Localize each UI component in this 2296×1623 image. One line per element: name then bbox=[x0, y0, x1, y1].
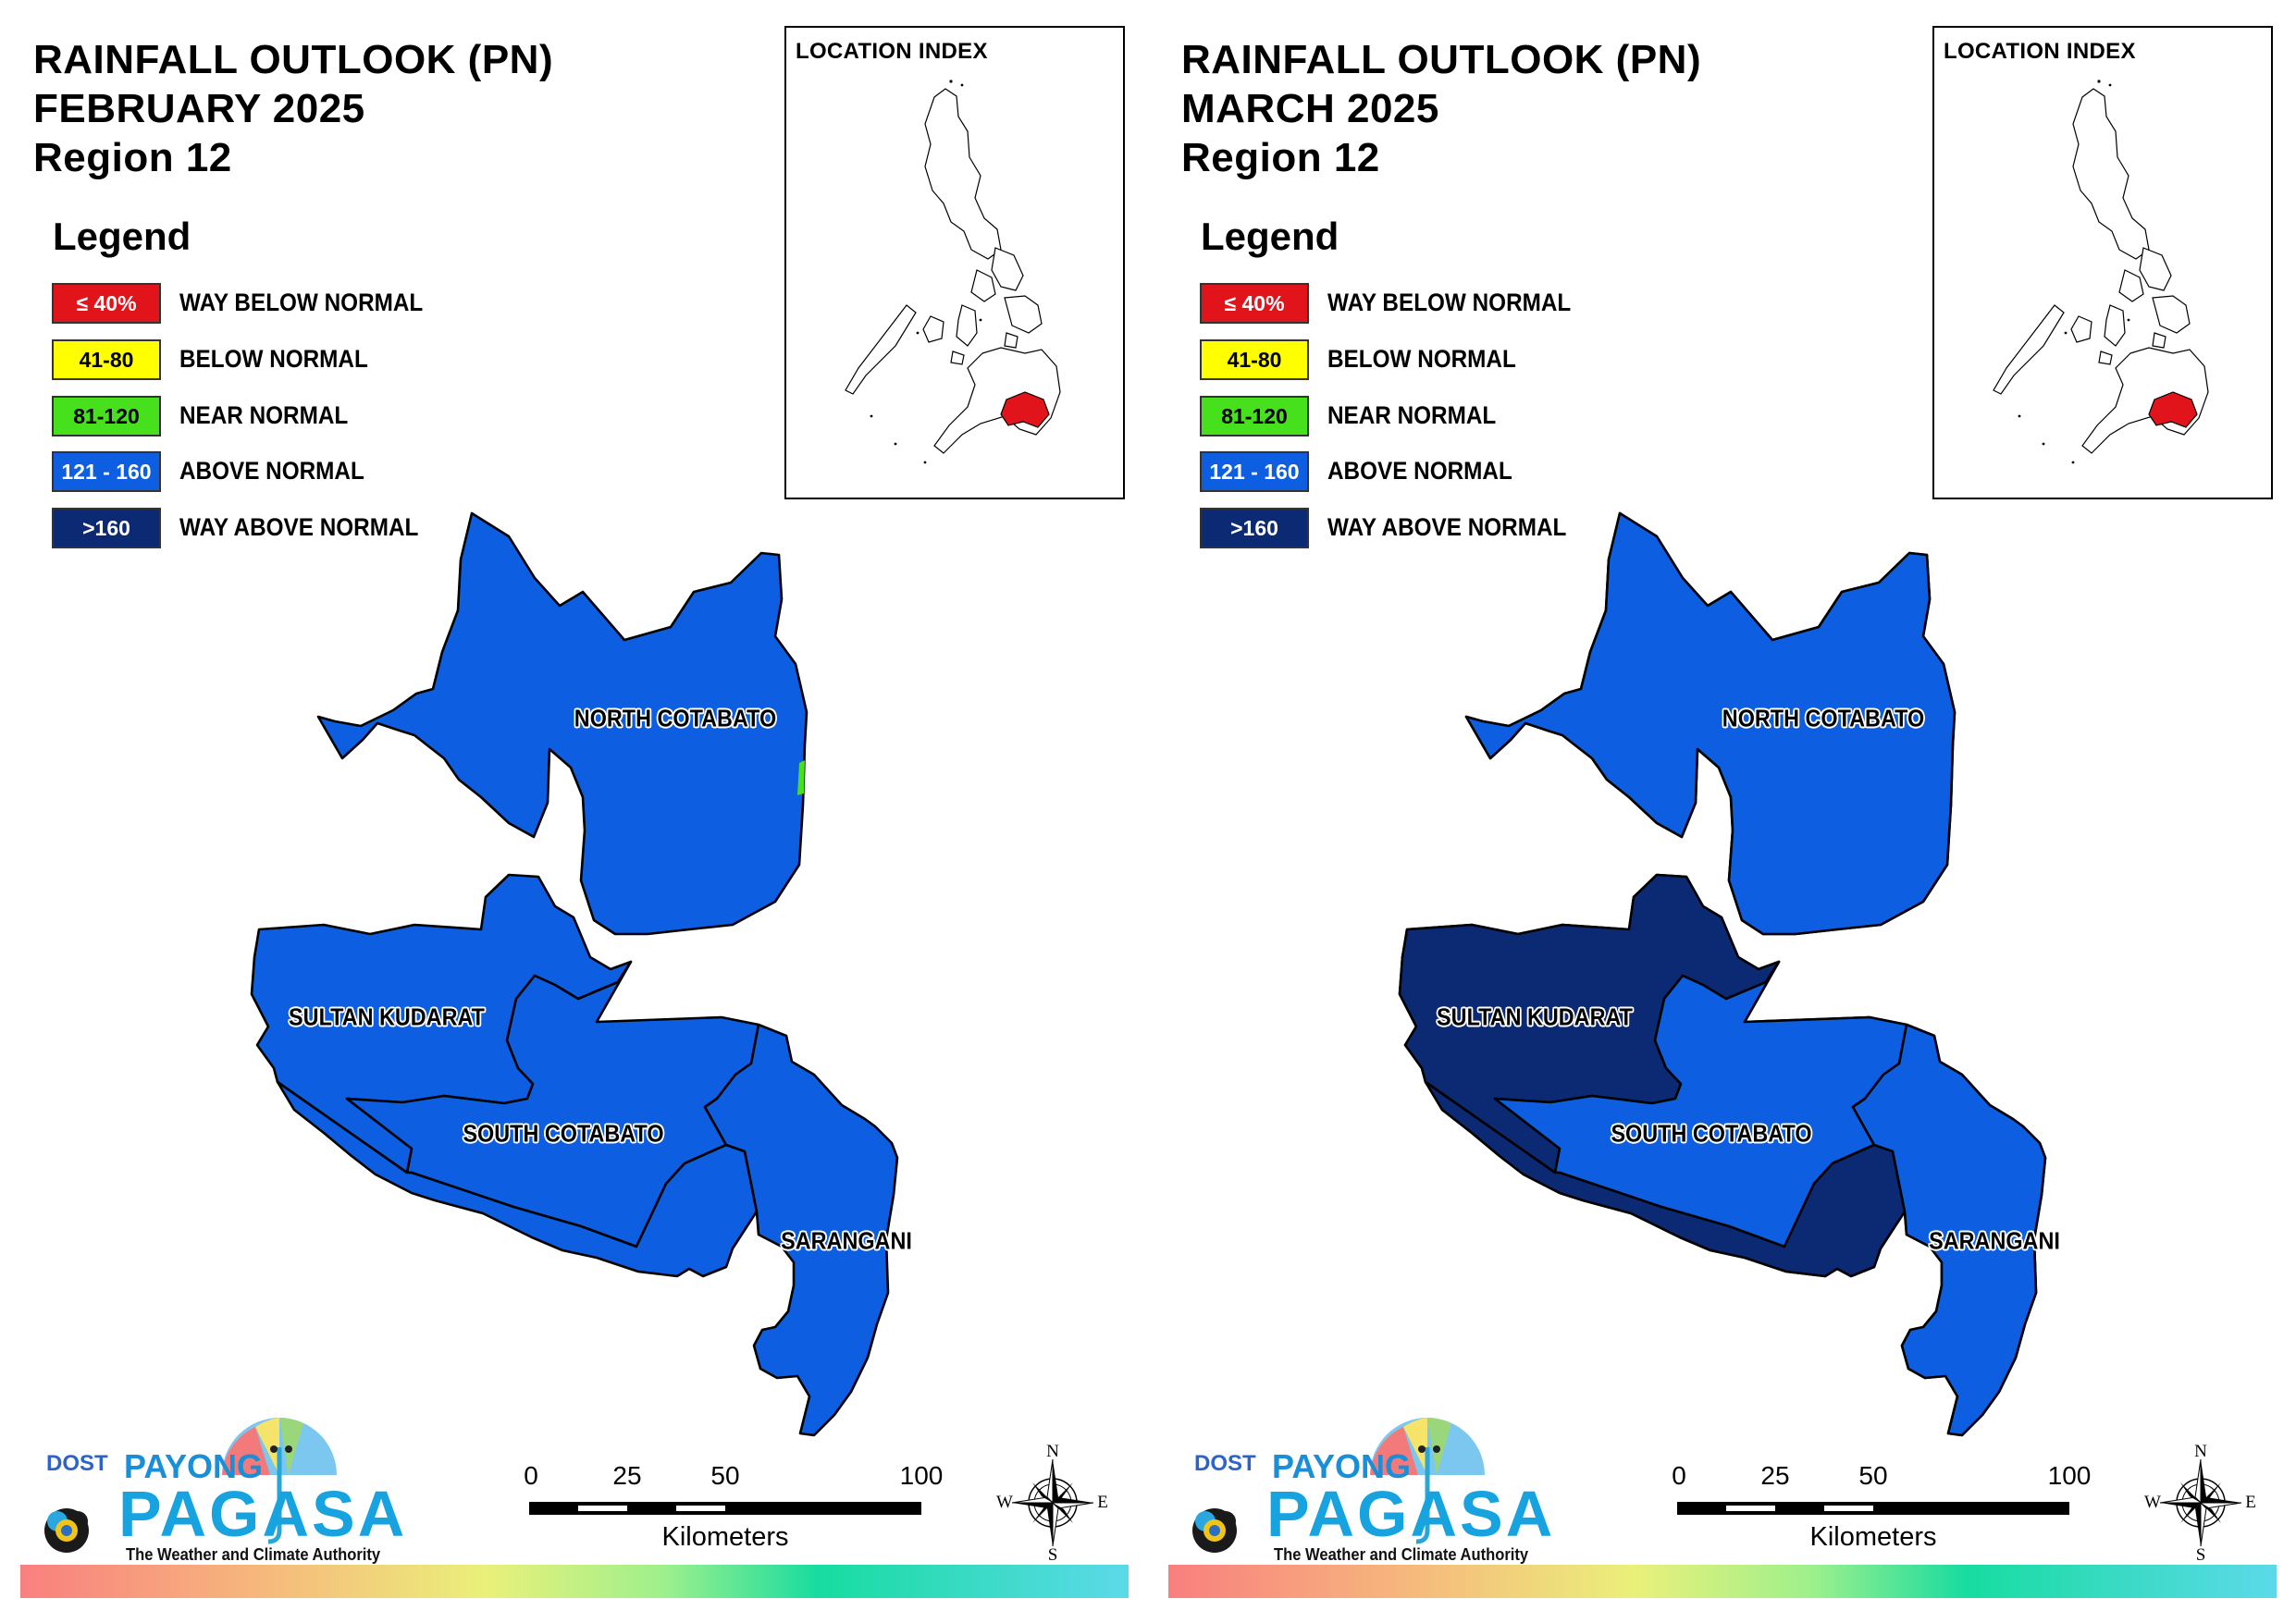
location-index-inset: LOCATION INDEX bbox=[1932, 26, 2273, 499]
legend-label: BELOW NORMAL bbox=[1327, 345, 1516, 373]
legend-label: ABOVE NORMAL bbox=[179, 457, 364, 485]
umbrella-icon bbox=[1192, 1418, 1485, 1553]
compass-north: N bbox=[1046, 1442, 1059, 1461]
scale-tick: 100 bbox=[2047, 1461, 2092, 1490]
legend-swatch: 41-80 bbox=[1200, 339, 1309, 380]
title-line-2: FEBRUARY 2025 bbox=[33, 86, 365, 131]
location-index-inset: LOCATION INDEX bbox=[784, 26, 1125, 499]
logo-tagline: The Weather and Climate Authority bbox=[1274, 1545, 1529, 1564]
logo-agency: DOST bbox=[1194, 1451, 1256, 1476]
legend-heading: Legend bbox=[53, 215, 191, 258]
legend-swatch: >160 bbox=[52, 508, 161, 548]
map-title: RAINFALL OUTLOOK (PN) FEBRUARY 2025 Regi… bbox=[33, 35, 553, 182]
legend-heading: Legend bbox=[1201, 215, 1339, 258]
philippines-outline bbox=[845, 80, 1061, 464]
province-sarangani bbox=[703, 1023, 899, 1437]
scale-bar: 0 25 50 100 Kilometers bbox=[1672, 1461, 2091, 1554]
legend-swatch: 121 - 160 bbox=[52, 451, 161, 492]
label-sultan-kudarat: SULTAN KUDARAT bbox=[289, 1002, 485, 1031]
legend-swatch: 121 - 160 bbox=[1200, 451, 1309, 492]
label-north-cotabato: NORTH COTABATO bbox=[574, 704, 777, 732]
province-north-cotabato bbox=[316, 511, 809, 936]
outlook-panel-february: RAINFALL OUTLOOK (PN) FEBRUARY 2025 Regi… bbox=[20, 26, 1129, 1598]
compass-south: S bbox=[2195, 1545, 2206, 1565]
legend-label: BELOW NORMAL bbox=[179, 345, 368, 373]
label-north-cotabato: NORTH COTABATO bbox=[1722, 704, 1925, 732]
compass-north: N bbox=[2194, 1442, 2207, 1461]
title-line-1: RAINFALL OUTLOOK (PN) bbox=[1181, 37, 1702, 82]
umbrella-icon bbox=[44, 1418, 337, 1553]
compass-icon bbox=[1011, 1458, 1094, 1547]
philippines-outline bbox=[1993, 80, 2209, 464]
scale-tick: 25 bbox=[1760, 1461, 1790, 1490]
compass-west: W bbox=[2144, 1493, 2161, 1512]
label-sultan-kudarat: SULTAN KUDARAT bbox=[1437, 1002, 1633, 1031]
title-line-1: RAINFALL OUTLOOK (PN) bbox=[33, 37, 554, 82]
scale-tick: 25 bbox=[612, 1461, 642, 1490]
scale-tick: 0 bbox=[524, 1461, 538, 1490]
logo-line1: PAYONG bbox=[124, 1447, 264, 1485]
legend-swatch: ≤ 40% bbox=[52, 283, 161, 324]
legend-label: ABOVE NORMAL bbox=[1327, 457, 1512, 485]
scale-bar: 0 25 50 100 Kilometers bbox=[524, 1461, 943, 1554]
logo-line2: PAGASA bbox=[1266, 1478, 1556, 1550]
legend-label: NEAR NORMAL bbox=[179, 401, 349, 429]
legend-label: WAY BELOW NORMAL bbox=[1327, 289, 1572, 316]
label-sarangani: SARANGANI bbox=[1929, 1226, 2060, 1255]
scale-unit: Kilometers bbox=[661, 1522, 789, 1552]
inset-title: LOCATION INDEX bbox=[796, 39, 988, 64]
logo-line1: PAYONG bbox=[1272, 1447, 1412, 1485]
compass-rose: N E S W bbox=[996, 1442, 1108, 1565]
region-12-map bbox=[1398, 511, 2047, 1437]
footer-color-band bbox=[20, 1565, 1129, 1598]
compass-east: E bbox=[2245, 1493, 2256, 1512]
legend-swatch: 81-120 bbox=[1200, 396, 1309, 436]
outlook-panel-march: RAINFALL OUTLOOK (PN) MARCH 2025 Region … bbox=[1148, 0, 2296, 1623]
region-12-highlight bbox=[2148, 391, 2198, 428]
compass-south: S bbox=[1047, 1545, 1058, 1565]
legend-label: WAY ABOVE NORMAL bbox=[179, 513, 419, 541]
region-12-highlight bbox=[1000, 391, 1050, 428]
scale-tick: 100 bbox=[899, 1461, 944, 1490]
scale-unit: Kilometers bbox=[1809, 1522, 1937, 1552]
logo-agency: DOST bbox=[46, 1451, 108, 1476]
label-sarangani: SARANGANI bbox=[781, 1226, 912, 1255]
compass-west: W bbox=[996, 1493, 1013, 1512]
legend-label: WAY BELOW NORMAL bbox=[179, 289, 424, 316]
region-12-map bbox=[250, 511, 899, 1437]
compass-east: E bbox=[1097, 1493, 1108, 1512]
legend-label: WAY ABOVE NORMAL bbox=[1327, 513, 1567, 541]
province-borders bbox=[1398, 511, 2047, 1437]
logo-tagline: The Weather and Climate Authority bbox=[126, 1545, 381, 1564]
scale-bar-graphic bbox=[1677, 1502, 2069, 1515]
legend-swatch: >160 bbox=[1200, 508, 1309, 548]
compass-rose: N E S W bbox=[2144, 1442, 2256, 1565]
scale-tick: 50 bbox=[1858, 1461, 1888, 1490]
logo-line2: PAGASA bbox=[118, 1478, 408, 1550]
legend-label: NEAR NORMAL bbox=[1327, 401, 1497, 429]
scale-tick: 50 bbox=[710, 1461, 740, 1490]
scale-tick: 0 bbox=[1672, 1461, 1686, 1490]
map-title: RAINFALL OUTLOOK (PN) MARCH 2025 Region … bbox=[1181, 35, 1701, 182]
label-south-cotabato: SOUTH COTABATO bbox=[1611, 1119, 1812, 1148]
scale-bar-graphic bbox=[529, 1502, 921, 1515]
inset-title: LOCATION INDEX bbox=[1944, 39, 2136, 64]
footer-color-band bbox=[1168, 1565, 2277, 1598]
title-line-3: Region 12 bbox=[33, 135, 232, 180]
legend-swatch: 81-120 bbox=[52, 396, 161, 436]
legend-swatch: ≤ 40% bbox=[1200, 283, 1309, 324]
pagasa-logo: DOST PAYONG PAGASA The Weather and Clima… bbox=[28, 1392, 404, 1568]
pagasa-logo: DOST PAYONG PAGASA The Weather and Clima… bbox=[1176, 1392, 1552, 1568]
title-line-2: MARCH 2025 bbox=[1181, 86, 1439, 131]
label-south-cotabato: SOUTH COTABATO bbox=[463, 1119, 664, 1148]
title-line-3: Region 12 bbox=[1181, 135, 1380, 180]
near-normal-fringe bbox=[797, 760, 805, 795]
compass-icon bbox=[2159, 1458, 2242, 1547]
province-sultan-kudarat-south bbox=[276, 1080, 759, 1278]
legend-swatch: 41-80 bbox=[52, 339, 161, 380]
